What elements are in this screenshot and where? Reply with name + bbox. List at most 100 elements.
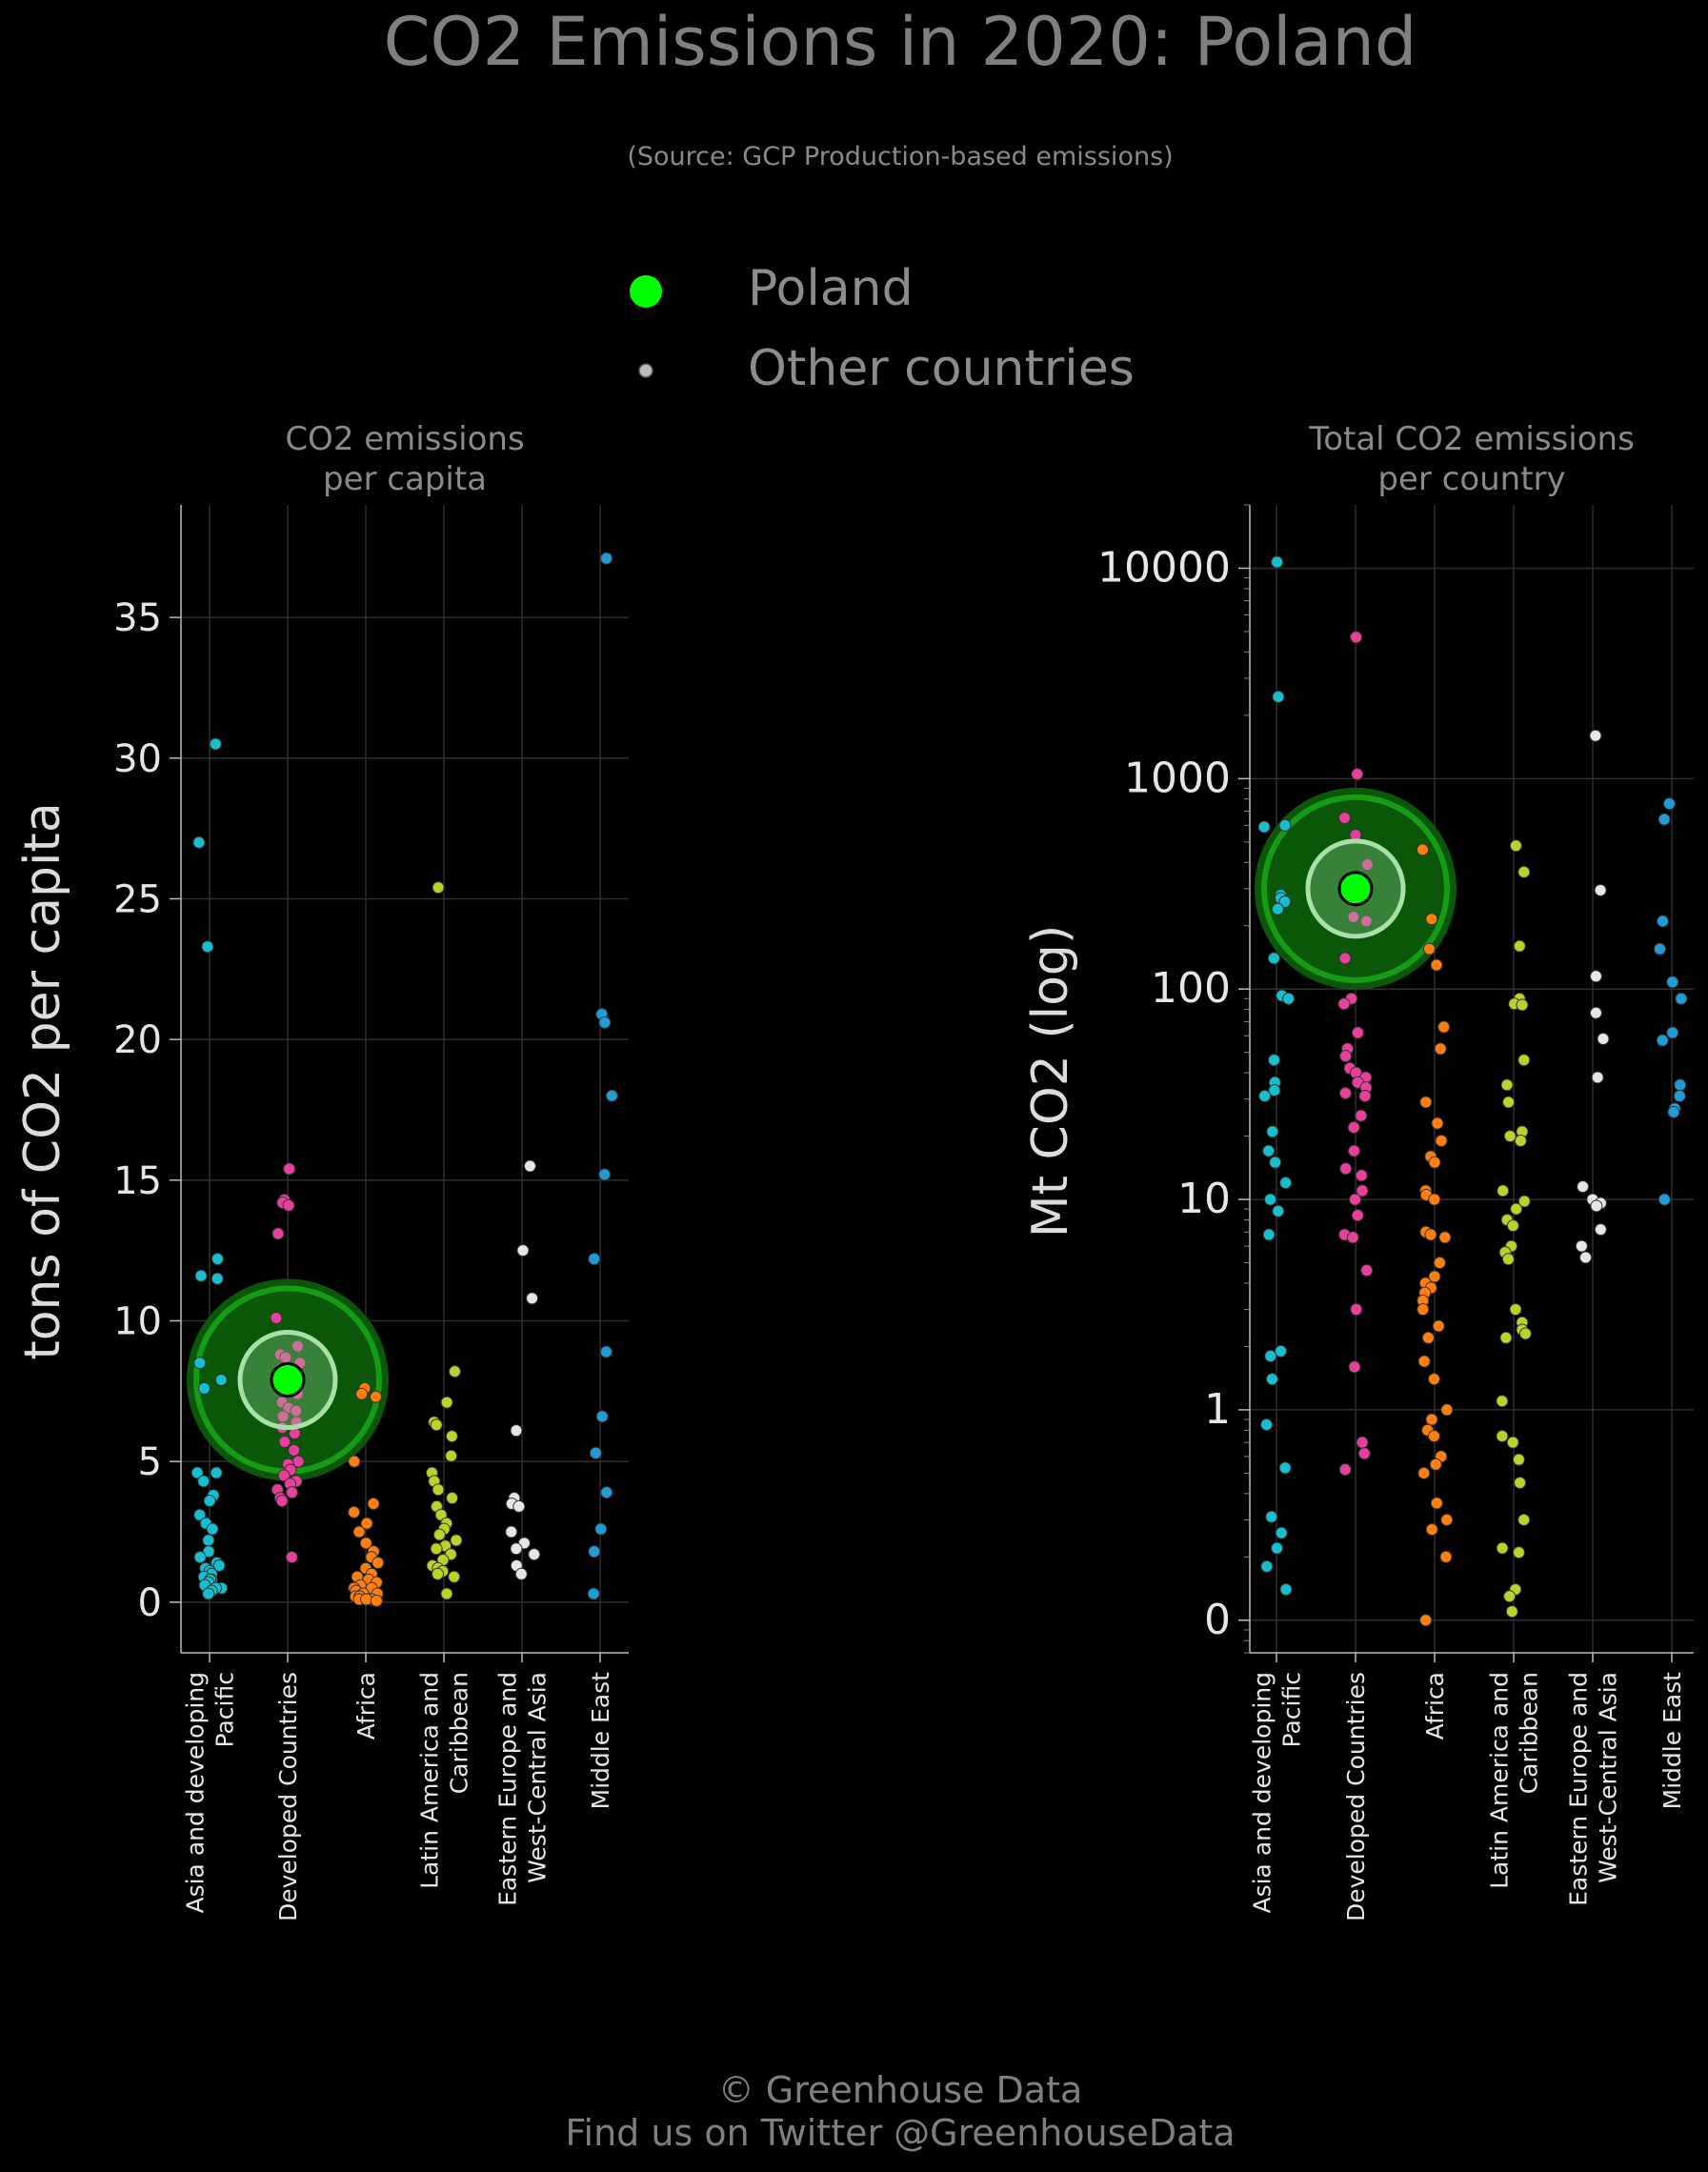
highlight-halo-ring xyxy=(1261,794,1450,983)
data-point-asia-and-developing-pacific xyxy=(1264,1193,1277,1206)
data-point-developed-countries xyxy=(291,1339,305,1353)
legend-poland-label: Poland xyxy=(748,260,914,317)
data-point-developed-countries xyxy=(1355,1169,1368,1182)
data-point-middle-east xyxy=(1656,1034,1669,1047)
x-tick-label: Latin America andCaribbean xyxy=(416,1672,473,1889)
data-point-developed-countries xyxy=(282,1198,295,1212)
data-point-asia-and-developing-pacific xyxy=(1260,1559,1274,1573)
data-point-africa xyxy=(1425,1413,1438,1426)
per-capita-panel: CO2 emissions per capita tons of CO2 per c… xyxy=(14,420,629,1921)
data-point-latin-america-and-caribbean xyxy=(1506,1436,1519,1449)
data-point-asia-and-developing-pacific xyxy=(209,737,222,751)
x-tick-label: Africa xyxy=(352,1672,380,1740)
y-tick-label: 10000 xyxy=(1097,543,1231,592)
data-point-latin-america-and-caribbean xyxy=(1496,1541,1509,1555)
data-point-eastern-europe-and-west-central-asia xyxy=(514,1567,528,1580)
highlight-halo-inner-ring xyxy=(237,1330,338,1431)
data-point-africa xyxy=(370,1594,383,1607)
data-point-latin-america-and-caribbean xyxy=(1497,1184,1510,1197)
y-tick-label: 15 xyxy=(113,1159,162,1203)
data-point-asia-and-developing-pacific xyxy=(1262,1228,1276,1241)
data-point-middle-east xyxy=(598,1168,612,1181)
data-point-eastern-europe-and-west-central-asia xyxy=(1589,970,1602,983)
data-point-developed-countries xyxy=(1359,915,1373,928)
data-point-developed-countries xyxy=(1339,1050,1353,1063)
data-point-asia-and-developing-pacific xyxy=(202,1545,215,1559)
data-point-middle-east xyxy=(1658,1193,1671,1206)
data-point-developed-countries xyxy=(283,1162,296,1176)
x-tick-label: Developed Countries xyxy=(1342,1672,1370,1921)
x-tick-label: Middle East xyxy=(587,1672,614,1810)
data-point-eastern-europe-and-west-central-asia xyxy=(1591,1071,1604,1084)
data-point-asia-and-developing-pacific xyxy=(194,1269,208,1282)
highlight-point-poland xyxy=(1337,871,1374,907)
legend: Poland Other countries xyxy=(628,260,1135,397)
total-emissions-panel: Total CO2 emissions per country Mt CO2 (lo… xyxy=(1022,420,1694,1921)
data-point-eastern-europe-and-west-central-asia xyxy=(1597,1032,1610,1045)
data-point-latin-america-and-caribbean xyxy=(432,1528,446,1541)
data-point-latin-america-and-caribbean xyxy=(1512,1546,1525,1559)
data-point-developed-countries xyxy=(270,1312,283,1325)
data-point-africa xyxy=(355,1387,369,1400)
footer-copyright: © Greenhouse Data xyxy=(718,2069,1083,2111)
data-point-asia-and-developing-pacific xyxy=(1266,1125,1279,1138)
data-point-latin-america-and-caribbean xyxy=(432,1483,445,1497)
x-tick-label: Asia and developingPacific xyxy=(1249,1672,1306,1914)
data-point-asia-and-developing-pacific xyxy=(191,1466,204,1479)
data-point-africa xyxy=(1422,942,1436,955)
data-point-developed-countries xyxy=(1351,1026,1364,1039)
data-point-middle-east xyxy=(587,1587,600,1600)
data-point-africa xyxy=(1425,1523,1438,1537)
data-point-eastern-europe-and-west-central-asia xyxy=(1594,1223,1607,1237)
data-point-developed-countries xyxy=(1350,1303,1363,1317)
data-point-africa xyxy=(1437,1020,1451,1034)
data-point-asia-and-developing-pacific xyxy=(214,1374,228,1387)
data-point-middle-east xyxy=(598,1016,612,1029)
data-point-eastern-europe-and-west-central-asia xyxy=(505,1525,518,1538)
data-point-developed-countries xyxy=(1356,1436,1369,1449)
data-point-middle-east xyxy=(1666,975,1679,989)
data-point-eastern-europe-and-west-central-asia xyxy=(528,1548,541,1561)
data-point-asia-and-developing-pacific xyxy=(1268,1054,1281,1067)
data-point-asia-and-developing-pacific xyxy=(212,1559,226,1572)
data-point-asia-and-developing-pacific xyxy=(1264,1350,1277,1363)
data-point-asia-and-developing-pacific xyxy=(202,1534,215,1547)
y-tick-label: 5 xyxy=(138,1440,162,1484)
x-tick-label: Middle East xyxy=(1658,1672,1686,1810)
data-point-developed-countries xyxy=(275,1495,289,1508)
x-tick-label: Eastern Europe andWest-Central Asia xyxy=(494,1672,552,1906)
chart-subtitle: (Source: GCP Production-based emissions) xyxy=(627,142,1173,171)
data-point-africa xyxy=(1439,1550,1453,1563)
data-point-africa xyxy=(348,1505,361,1518)
data-point-africa xyxy=(1425,913,1438,926)
data-point-developed-countries xyxy=(1351,768,1364,781)
data-point-africa xyxy=(360,1593,373,1606)
data-point-latin-america-and-caribbean xyxy=(1509,839,1522,853)
data-point-eastern-europe-and-west-central-asia xyxy=(510,1542,523,1556)
data-point-asia-and-developing-pacific xyxy=(1279,1176,1293,1190)
data-point-africa xyxy=(352,1525,366,1538)
data-point-asia-and-developing-pacific xyxy=(211,1272,224,1285)
y-tick-label: 0 xyxy=(1204,1596,1231,1644)
data-point-africa xyxy=(1427,1373,1440,1386)
data-point-africa xyxy=(369,1390,382,1403)
data-point-latin-america-and-caribbean xyxy=(432,881,445,895)
data-point-africa xyxy=(1430,958,1443,972)
highlight-halo-inner-ring xyxy=(1305,838,1406,939)
data-point-africa xyxy=(367,1497,380,1510)
data-point-africa xyxy=(1434,1042,1447,1056)
data-point-asia-and-developing-pacific xyxy=(211,1253,224,1266)
data-point-asia-and-developing-pacific xyxy=(1268,1084,1281,1097)
legend-poland-marker xyxy=(628,273,664,310)
data-point-developed-countries xyxy=(1347,1120,1360,1134)
data-point-asia-and-developing-pacific xyxy=(1275,1344,1288,1358)
legend-other-label: Other countries xyxy=(748,340,1135,397)
data-point-middle-east xyxy=(1656,915,1669,928)
data-point-asia-and-developing-pacific xyxy=(1282,992,1296,1005)
data-point-asia-and-developing-pacific xyxy=(1272,1204,1285,1217)
data-point-asia-and-developing-pacific xyxy=(1257,820,1271,834)
data-point-asia-and-developing-pacific xyxy=(210,1466,223,1479)
data-point-latin-america-and-caribbean xyxy=(445,1449,458,1462)
data-point-latin-america-and-caribbean xyxy=(1501,1253,1515,1266)
